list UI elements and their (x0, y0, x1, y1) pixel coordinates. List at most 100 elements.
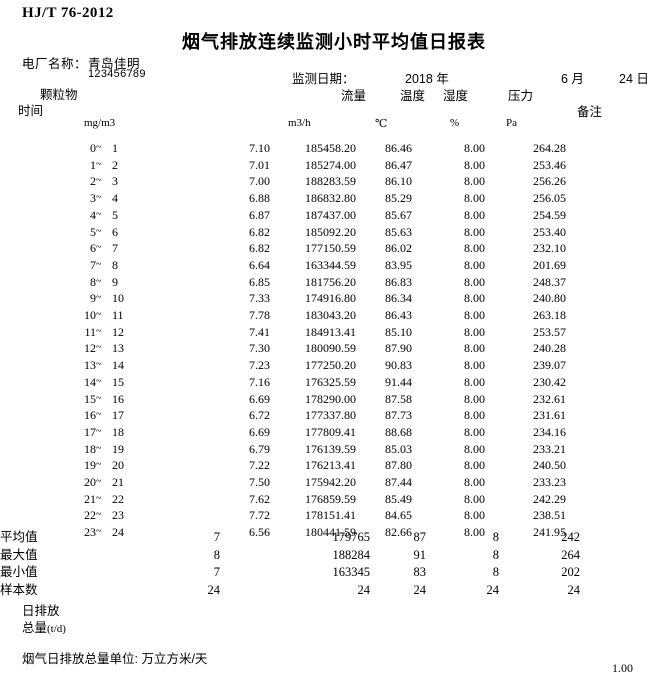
cell-hour-from: 12 (84, 341, 96, 356)
cell-dust: 7.00 (249, 174, 270, 189)
cell-humidity: 8.00 (464, 257, 485, 272)
monitor-date-day: 24 日 (619, 72, 649, 86)
cell-pressure: 201.69 (533, 257, 566, 272)
cell-flow: 184913.41 (305, 324, 356, 339)
column-header-pressure: 压力 (508, 89, 534, 103)
cell-dust: 6.82 (249, 224, 270, 239)
cell-humidity: 8.00 (464, 458, 485, 473)
daily-emission-label-line1: 日排放 (22, 604, 60, 618)
cell-dust: 6.72 (249, 408, 270, 423)
cell-hour-from: 13 (84, 358, 96, 373)
cell-dust: 6.87 (249, 207, 270, 222)
cell-humidity: 8.00 (464, 391, 485, 406)
cell-pressure: 253.40 (533, 224, 566, 239)
cell-humidity: 8.00 (464, 141, 485, 155)
monitor-date-year: 2018 年 (405, 72, 449, 86)
cell-temperature: 86.10 (385, 174, 412, 189)
summary-row: 样本数 24 24 24 24 24 (0, 582, 668, 600)
cell-remark (566, 357, 668, 374)
summary-statistics-table: 平均值 7 179765 87 8 242 最大值 8 188284 91 8 264 最小值 7 1633… (0, 529, 668, 599)
cell-humidity: 8.00 (464, 191, 485, 206)
cell-humidity: 8.00 (464, 491, 485, 506)
cell-tilde: ~ (96, 492, 102, 504)
cell-hour-to: 3 (112, 174, 118, 189)
cell-pressure: 240.80 (533, 291, 566, 306)
cell-tilde: ~ (96, 275, 102, 287)
cell-dust: 6.88 (249, 191, 270, 206)
table-row: 16 ~17 6.72 177337.80 87.73 8.00 231.61 (0, 407, 668, 424)
cell-dust: 7.10 (249, 141, 270, 155)
cell-hour-from: 14 (84, 374, 96, 389)
cell-flow: 174916.80 (305, 291, 356, 306)
cell-hour-to: 11 (112, 308, 124, 323)
summary-humidity: 8 (492, 565, 499, 579)
cell-humidity: 8.00 (464, 408, 485, 423)
summary-flow: 188284 (332, 547, 371, 562)
cell-tilde: ~ (96, 258, 102, 270)
summary-flow: 24 (357, 582, 371, 597)
summary-row: 最大值 8 188284 91 8 264 (0, 547, 668, 565)
summary-label: 平均值 (0, 530, 38, 544)
cell-tilde: ~ (96, 192, 102, 204)
cell-dust: 7.01 (249, 157, 270, 172)
cell-dust: 6.64 (249, 257, 270, 272)
cell-pressure: 241.95 (533, 525, 566, 540)
cell-remark (566, 224, 668, 241)
cell-temperature: 85.03 (385, 441, 412, 456)
cell-tilde: ~ (96, 526, 102, 538)
column-header-time: 时间 (18, 104, 44, 118)
cell-dust: 6.69 (249, 391, 270, 406)
cell-tilde: ~ (96, 242, 102, 254)
column-header-remark: 备注 (577, 105, 603, 119)
table-row: 12 ~13 7.30 180090.59 87.90 8.00 240.28 (0, 340, 668, 357)
cell-hour-to: 24 (112, 525, 124, 540)
cell-temperature: 85.10 (385, 324, 412, 339)
cell-tilde: ~ (96, 425, 102, 437)
summary-dust: 24 (207, 582, 221, 597)
cell-tilde: ~ (96, 158, 102, 170)
cell-hour-to: 13 (112, 341, 124, 356)
cell-hour-to: 6 (112, 224, 118, 239)
cell-dust: 7.22 (249, 458, 270, 473)
cell-hour-to: 12 (112, 324, 124, 339)
cell-humidity: 8.00 (464, 291, 485, 306)
cell-temperature: 85.63 (385, 224, 412, 239)
cell-pressure: 232.10 (533, 241, 566, 256)
cell-hour-to: 22 (112, 491, 124, 506)
summary-dust: 7 (213, 565, 220, 579)
cell-hour-from: 18 (84, 441, 96, 456)
cell-remark (566, 507, 668, 524)
table-row: 6 ~7 6.82 177150.59 86.02 8.00 232.10 (0, 240, 668, 257)
summary-temperature: 24 (413, 582, 427, 597)
cell-temperature: 87.73 (385, 408, 412, 423)
cell-humidity: 8.00 (464, 525, 485, 540)
cell-hour-from: 17 (84, 424, 96, 439)
cell-flow: 186832.80 (305, 191, 356, 206)
summary-label: 最大值 (0, 547, 38, 562)
summary-dust: 8 (213, 547, 220, 562)
cell-remark (566, 290, 668, 307)
table-row: 22 ~23 7.72 178151.41 84.65 8.00 238.51 (0, 507, 668, 524)
table-row: 8 ~9 6.85 181756.20 86.83 8.00 248.37 (0, 274, 668, 291)
cell-humidity: 8.00 (464, 441, 485, 456)
table-row: 17 ~18 6.69 177809.41 88.68 8.00 234.16 (0, 424, 668, 441)
cell-hour-from: 22 (84, 508, 96, 523)
table-row: 3 ~4 6.88 186832.80 85.29 8.00 256.05 (0, 190, 668, 207)
cell-humidity: 8.00 (464, 274, 485, 289)
table-row: 5 ~6 6.82 185092.20 85.63 8.00 253.40 (0, 224, 668, 241)
cell-flow: 181756.20 (305, 274, 356, 289)
cell-flow: 185274.00 (305, 157, 356, 172)
table-row: 11 ~12 7.41 184913.41 85.10 8.00 253.57 (0, 324, 668, 341)
cell-pressure: 248.37 (533, 274, 566, 289)
unit-temperature: ℃ (375, 118, 388, 130)
cell-temperature: 84.65 (385, 508, 412, 523)
cell-temperature: 86.47 (385, 157, 412, 172)
cell-dust: 6.69 (249, 424, 270, 439)
summary-humidity: 8 (492, 530, 499, 544)
cell-humidity: 8.00 (464, 374, 485, 389)
unit-flow: m3/h (288, 117, 311, 129)
cell-hour-from: 9 (90, 291, 96, 306)
pollutant-name-label: 颗粒物 (40, 88, 78, 102)
cell-remark (566, 391, 668, 408)
cell-flow: 177337.80 (305, 408, 356, 423)
